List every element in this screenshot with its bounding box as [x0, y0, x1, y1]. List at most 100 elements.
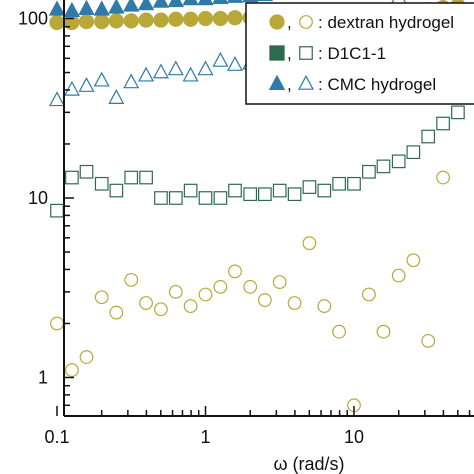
- data-point: [391, 154, 406, 169]
- legend: ,: dextran hydrogel,: D1C1-1,: CMC hydro…: [245, 2, 474, 105]
- legend-open-marker: [299, 15, 313, 29]
- data-point: [362, 287, 376, 302]
- data-point: [287, 187, 302, 202]
- data-point: [167, 60, 184, 76]
- data-point: [226, 0, 244, 3]
- data-point: [258, 187, 272, 202]
- data-point: [272, 275, 287, 289]
- data-point: [332, 324, 347, 339]
- data-point: [152, 63, 169, 79]
- data-point: [317, 299, 332, 313]
- data-point: [436, 116, 450, 131]
- data-point: [243, 187, 258, 202]
- data-point: [228, 264, 242, 279]
- data-point: [183, 11, 199, 27]
- data-point: [94, 290, 109, 305]
- data-point: [228, 183, 242, 198]
- data-point: [332, 176, 346, 191]
- data-point: [153, 12, 169, 28]
- data-point: [227, 10, 243, 26]
- data-point: [198, 287, 213, 302]
- series-3-square-open: [50, 105, 465, 218]
- data-point: [63, 1, 81, 18]
- legend-entry: ,: dextran hydrogel: [269, 13, 454, 32]
- data-point: [421, 129, 436, 144]
- data-point: [123, 73, 140, 89]
- y-tick-label: 1: [38, 368, 48, 388]
- data-point: [108, 0, 125, 14]
- data-point: [212, 0, 229, 5]
- data-point: [123, 13, 139, 29]
- data-point: [317, 183, 332, 198]
- data-point: [197, 60, 214, 76]
- data-point: [124, 272, 139, 287]
- data-point: [287, 296, 302, 310]
- data-point: [182, 66, 199, 82]
- data-point: [63, 80, 80, 96]
- data-point: [406, 253, 421, 268]
- data-point: [183, 183, 198, 198]
- data-point: [108, 89, 125, 104]
- data-point: [242, 0, 259, 3]
- data-point: [50, 203, 64, 218]
- data-point: [93, 0, 110, 16]
- x-tick-label: 10: [344, 427, 364, 447]
- data-point: [213, 279, 228, 294]
- data-point: [109, 305, 124, 320]
- data-point: [138, 66, 155, 82]
- data-point: [302, 180, 317, 194]
- legend-label: : CMC hydrogel: [318, 75, 436, 94]
- data-point: [167, 0, 184, 8]
- data-point: [376, 324, 391, 339]
- data-point: [213, 191, 228, 205]
- data-point: [139, 170, 153, 185]
- data-point: [436, 170, 450, 185]
- legend-filled-marker: [268, 74, 286, 90]
- data-point: [197, 0, 214, 6]
- data-point: [94, 176, 109, 191]
- data-point: [198, 191, 213, 205]
- data-point: [64, 14, 80, 31]
- series-4-triangle-filled: [48, 0, 274, 18]
- data-point: [48, 91, 66, 107]
- legend-filled-marker: [269, 14, 285, 30]
- data-point: [272, 183, 287, 198]
- data-point: [376, 159, 391, 174]
- data-point: [347, 176, 361, 191]
- data-point: [48, 0, 66, 16]
- data-point: [78, 14, 95, 30]
- data-point: [451, 105, 465, 120]
- series-1-circle-open: [50, 170, 450, 413]
- data-point: [93, 71, 110, 87]
- data-point: [123, 0, 140, 12]
- legend-filled-marker: [269, 45, 285, 61]
- data-point: [152, 0, 170, 8]
- x-tick-label: 1: [200, 427, 210, 447]
- data-point: [124, 170, 139, 185]
- data-point: [421, 333, 436, 348]
- data-point: [50, 316, 64, 331]
- x-tick-label: 0.1: [44, 427, 69, 447]
- data-point: [212, 10, 229, 27]
- data-point: [79, 350, 94, 364]
- data-point: [78, 77, 95, 92]
- data-point: [256, 0, 274, 2]
- data-point: [79, 164, 94, 179]
- data-point: [108, 13, 124, 29]
- legend-separator: ,: [287, 13, 292, 32]
- legend-entry: ,: CMC hydrogel: [268, 74, 436, 94]
- data-point: [78, 0, 95, 15]
- data-point: [391, 268, 406, 283]
- data-point: [197, 10, 214, 27]
- data-point: [154, 302, 168, 317]
- data-point: [154, 191, 168, 205]
- data-point: [257, 293, 272, 307]
- data-point: [65, 170, 79, 185]
- y-tick-label: 100: [18, 9, 48, 29]
- data-point: [49, 14, 65, 31]
- data-point: [183, 299, 198, 313]
- data-point: [138, 12, 154, 28]
- data-point: [212, 51, 229, 67]
